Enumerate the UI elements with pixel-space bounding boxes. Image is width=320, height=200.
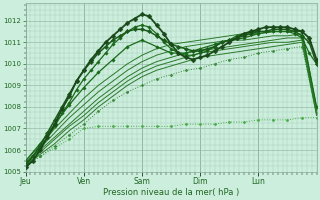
X-axis label: Pression niveau de la mer( hPa ): Pression niveau de la mer( hPa ): [103, 188, 239, 197]
